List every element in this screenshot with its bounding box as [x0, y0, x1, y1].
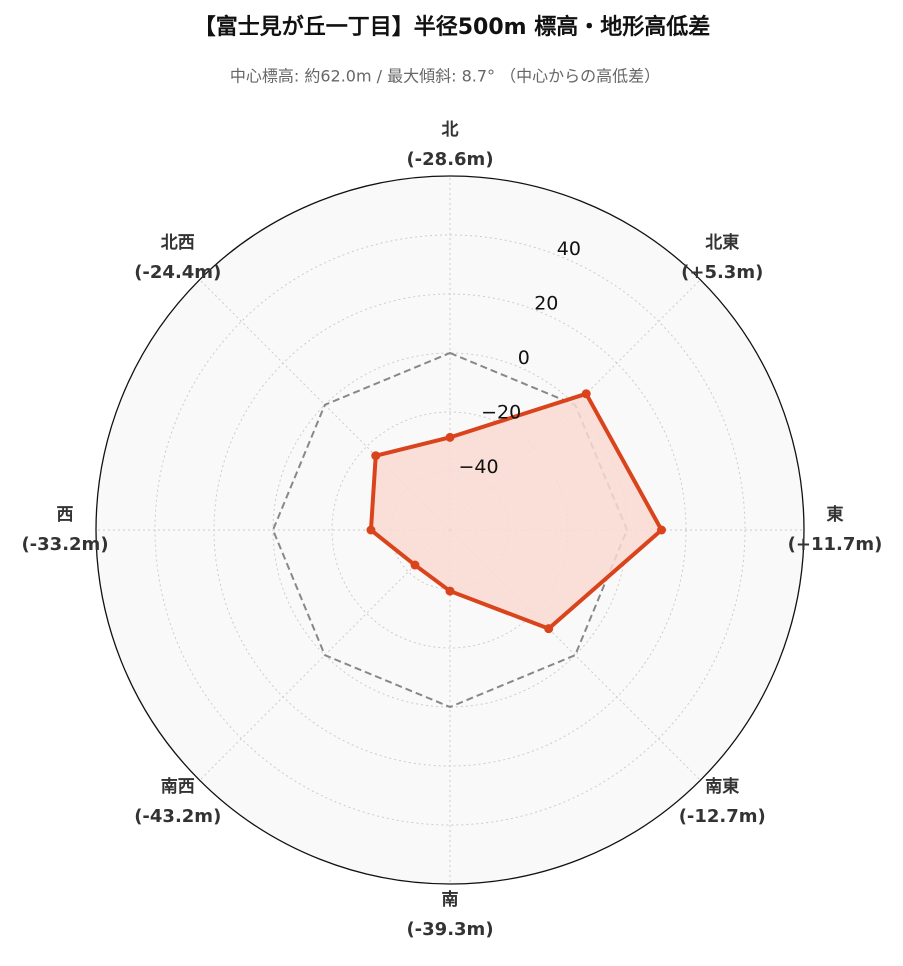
category-label: 北 — [442, 120, 459, 140]
data-point — [581, 389, 591, 399]
category-value-label: (-39.3m) — [406, 919, 493, 940]
chart-subtitle: 中心標高: 約62.0m / 最大傾斜: 8.7° （中心からの高低差） — [230, 67, 660, 86]
category-value-label: (+5.3m) — [681, 262, 763, 283]
r-tick-label: 20 — [534, 292, 558, 314]
category-label: 北東 — [705, 232, 739, 253]
chart-title: 【富士見が丘一丁目】半径500m 標高・地形高低差 — [194, 14, 711, 40]
category-value-label: (+11.7m) — [788, 534, 883, 555]
category-label: 南 — [442, 889, 459, 910]
category-label: 南西 — [161, 776, 195, 797]
category-value-label: (-12.7m) — [679, 806, 766, 827]
category-value-label: (-28.6m) — [406, 149, 493, 170]
category-label: 西 — [57, 505, 74, 525]
spoke — [449, 529, 701, 781]
category-label: 南東 — [705, 776, 739, 797]
r-tick-label: −40 — [459, 456, 499, 478]
category-value-label: (-24.4m) — [134, 262, 221, 283]
r-tick-label: 40 — [557, 238, 581, 260]
r-tick-label: −20 — [481, 401, 521, 423]
category-label: 東 — [827, 504, 844, 525]
category-value-label: (-43.2m) — [134, 806, 221, 827]
data-point — [544, 624, 554, 634]
data-point — [366, 525, 376, 535]
data-point — [410, 560, 420, 570]
outer-ring — [95, 175, 805, 885]
data-point — [445, 586, 455, 596]
data-point — [657, 525, 667, 535]
category-label: 北西 — [161, 233, 195, 253]
category-value-label: (-33.2m) — [21, 534, 108, 555]
data-point — [445, 432, 455, 442]
r-tick-label: 0 — [518, 347, 530, 369]
data-point — [371, 451, 381, 461]
